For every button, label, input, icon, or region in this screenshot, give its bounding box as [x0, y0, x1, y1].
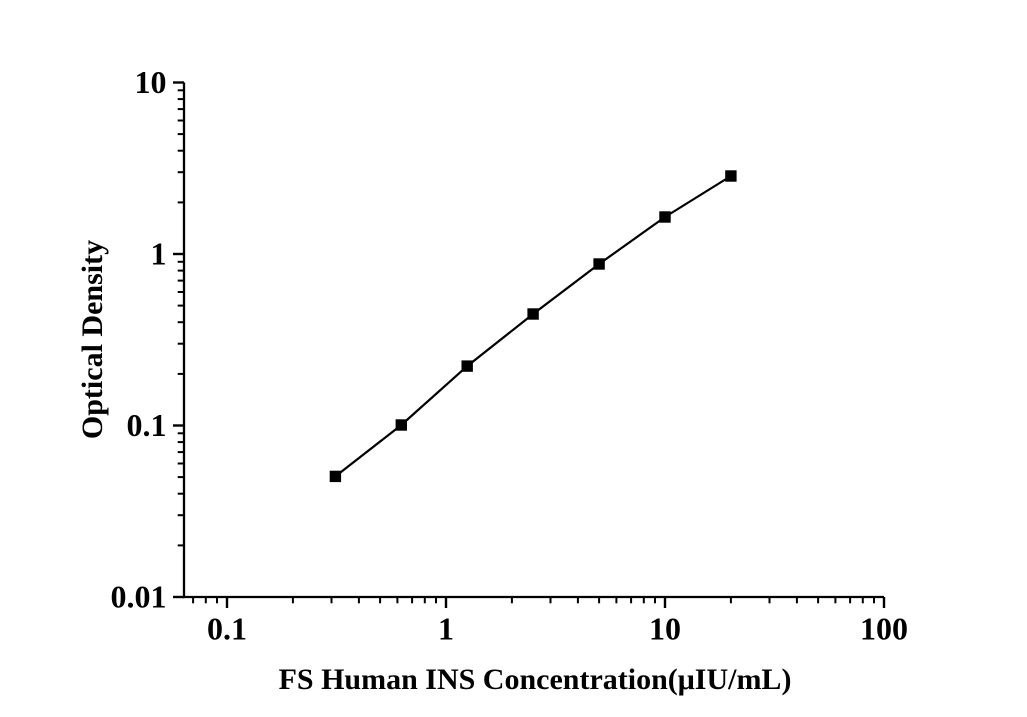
svg-text:Optical Density: Optical Density — [76, 240, 109, 439]
svg-text:0.1: 0.1 — [127, 407, 167, 443]
svg-text:0.1: 0.1 — [207, 611, 247, 647]
svg-text:0.01: 0.01 — [111, 579, 167, 615]
svg-text:10: 10 — [135, 64, 167, 100]
svg-text:10: 10 — [649, 611, 681, 647]
svg-text:100: 100 — [860, 611, 908, 647]
svg-text:1: 1 — [438, 611, 454, 647]
svg-text:FS Human INS Concentration(μIU: FS Human INS Concentration(μIU/mL) — [279, 663, 792, 696]
svg-text:1: 1 — [151, 236, 167, 272]
